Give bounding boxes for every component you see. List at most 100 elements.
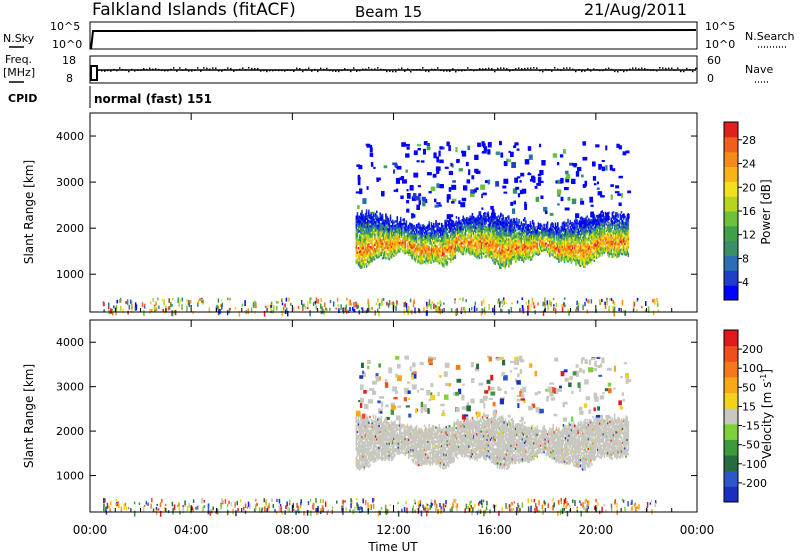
echo-cell bbox=[412, 245, 415, 249]
echo-cell bbox=[509, 242, 511, 246]
echo-cell bbox=[566, 224, 568, 227]
scatter-cell bbox=[383, 165, 388, 169]
echo-cell bbox=[371, 259, 374, 263]
echo-cell bbox=[596, 216, 599, 220]
echo-cell bbox=[381, 250, 384, 254]
echo-cell bbox=[497, 219, 500, 222]
echo-cell bbox=[385, 252, 387, 256]
echo-cell bbox=[478, 250, 481, 254]
echo-cell bbox=[627, 237, 630, 241]
echo-cell bbox=[387, 242, 389, 246]
echo-cell bbox=[501, 222, 503, 225]
echo-cell bbox=[485, 242, 487, 246]
echo-cell bbox=[384, 252, 386, 256]
echo-cell bbox=[504, 258, 507, 261]
echo-cell bbox=[391, 223, 394, 227]
echo-cell bbox=[357, 220, 360, 223]
echo-cell bbox=[495, 257, 498, 261]
nave-dot bbox=[569, 67, 571, 69]
echo-cell bbox=[564, 241, 567, 244]
clutter-cell bbox=[613, 306, 616, 312]
echo-cell bbox=[497, 260, 500, 264]
echo-cell bbox=[447, 251, 450, 254]
echo-cell bbox=[578, 249, 581, 252]
echo-cell bbox=[511, 229, 514, 232]
echo-cell bbox=[599, 221, 601, 224]
nave-dot bbox=[137, 69, 139, 71]
echo-cell bbox=[487, 246, 490, 250]
echo-cell bbox=[501, 248, 503, 252]
scatter-cell bbox=[487, 149, 491, 155]
echo-cell bbox=[610, 244, 613, 248]
echo-cell bbox=[621, 246, 624, 250]
echo-cell bbox=[488, 233, 491, 236]
echo-cell bbox=[468, 226, 470, 230]
echo-cell bbox=[563, 258, 566, 262]
echo-cell bbox=[557, 249, 559, 252]
echo-cell bbox=[419, 247, 421, 250]
echo-cell bbox=[481, 245, 484, 248]
echo-cell bbox=[625, 230, 627, 234]
echo-cell bbox=[379, 229, 382, 232]
echo-cell bbox=[431, 258, 434, 261]
echo-cell bbox=[529, 239, 532, 243]
echo-cell bbox=[437, 229, 440, 232]
echo-cell bbox=[418, 224, 420, 228]
echo-cell bbox=[368, 230, 370, 233]
echo-cell bbox=[464, 239, 467, 243]
echo-cell bbox=[389, 255, 392, 259]
echo-cell bbox=[538, 246, 541, 249]
echo-cell bbox=[473, 248, 476, 251]
echo-cell bbox=[363, 248, 366, 252]
nave-dot bbox=[185, 68, 187, 70]
echo-cell bbox=[613, 229, 616, 233]
scatter-cell bbox=[448, 170, 453, 176]
echo-cell bbox=[582, 240, 584, 243]
echo-cell bbox=[536, 238, 539, 241]
echo-cell bbox=[390, 243, 393, 247]
echo-cell bbox=[519, 247, 521, 250]
scatter-cell bbox=[580, 200, 585, 205]
echo-cell bbox=[498, 233, 501, 236]
echo-cell bbox=[366, 216, 369, 220]
scatter-cell bbox=[411, 214, 416, 218]
echo-cell bbox=[501, 255, 503, 258]
echo-cell bbox=[602, 251, 605, 254]
echo-cell bbox=[600, 250, 602, 254]
echo-cell bbox=[609, 252, 611, 256]
echo-cell bbox=[509, 219, 511, 223]
echo-cell bbox=[488, 235, 491, 238]
echo-cell bbox=[377, 226, 379, 230]
echo-cell bbox=[593, 255, 595, 258]
clutter-cell bbox=[297, 305, 300, 310]
echo-cell bbox=[440, 222, 443, 226]
echo-cell bbox=[430, 244, 433, 248]
echo-cell bbox=[487, 250, 490, 254]
echo-cell bbox=[380, 218, 383, 222]
echo-cell bbox=[402, 239, 404, 242]
echo-cell bbox=[596, 252, 599, 255]
echo-cell bbox=[587, 230, 590, 234]
echo-cell bbox=[583, 234, 585, 237]
scatter-cell bbox=[465, 161, 469, 167]
nave-dot bbox=[230, 68, 232, 70]
echo-cell bbox=[564, 247, 567, 250]
echo-cell bbox=[605, 219, 608, 222]
echo-cell bbox=[607, 220, 609, 223]
clutter-cell bbox=[437, 302, 439, 305]
echo-cell bbox=[463, 234, 466, 237]
nave-dot bbox=[647, 68, 649, 71]
echo-cell bbox=[483, 212, 485, 216]
echo-cell bbox=[402, 231, 404, 234]
echo-cell bbox=[373, 255, 376, 259]
echo-cell bbox=[426, 226, 428, 229]
echo-cell bbox=[435, 251, 437, 254]
clutter-cell bbox=[158, 305, 160, 310]
echo-cell bbox=[473, 221, 476, 224]
echo-cell bbox=[455, 230, 458, 234]
echo-cell bbox=[560, 246, 562, 250]
echo-cell bbox=[357, 259, 360, 262]
echo-cell bbox=[578, 251, 581, 254]
clutter-cell bbox=[281, 298, 283, 303]
echo-cell bbox=[514, 241, 517, 245]
